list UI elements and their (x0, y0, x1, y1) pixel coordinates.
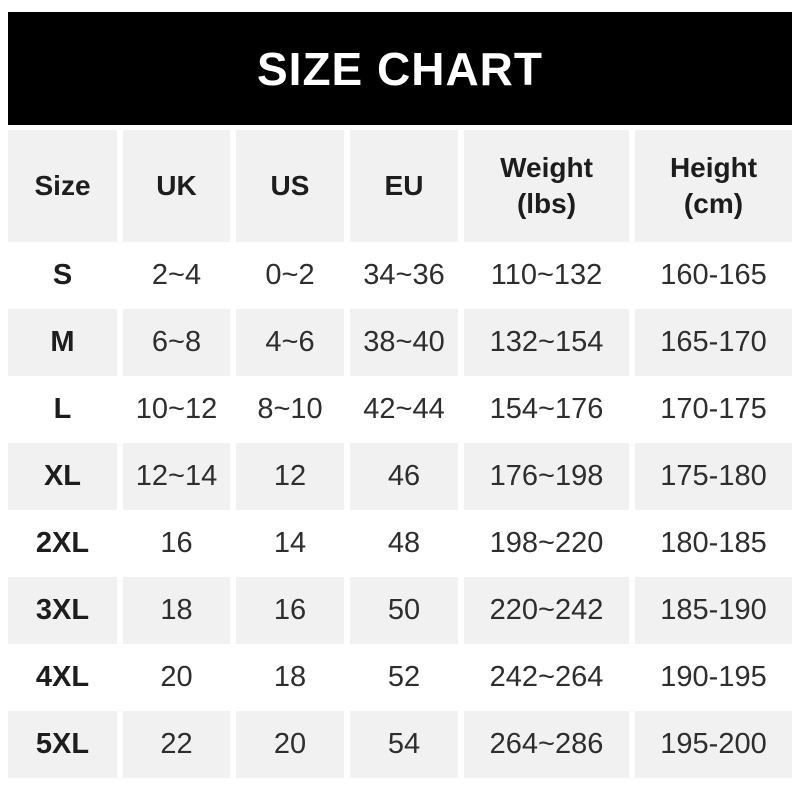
us-cell: 16 (236, 577, 344, 644)
us-cell: 12 (236, 443, 344, 510)
column-header-height: Height (cm) (635, 130, 792, 242)
weight-cell: 220~242 (464, 577, 629, 644)
weight-cell: 198~220 (489, 526, 604, 559)
weight-cell: 132~154 (464, 309, 629, 376)
uk-cell: 2~4 (151, 258, 202, 291)
table-row-2xl: 2XL 16 14 48 198~220 180-185 (8, 510, 792, 577)
eu-cell: 48 (387, 526, 421, 559)
uk-cell: 6~8 (123, 309, 230, 376)
height-cell: 195-200 (635, 711, 792, 778)
uk-cell: 18 (123, 577, 230, 644)
eu-cell: 34~36 (363, 258, 445, 291)
table-header-row: Size UK US EU Weight (lbs) Height (cm) (8, 130, 792, 242)
size-cell: S (52, 258, 73, 291)
eu-cell: 50 (350, 577, 458, 644)
us-cell: 18 (273, 660, 307, 693)
size-cell: XL (8, 443, 117, 510)
height-cell: 170-175 (660, 392, 767, 425)
table-row-m: M 6~8 4~6 38~40 132~154 165-170 (8, 309, 792, 376)
uk-cell: 20 (160, 660, 193, 693)
size-table: Size UK US EU Weight (lbs) Height (cm) S… (8, 130, 792, 778)
height-cell: 190-195 (660, 660, 767, 693)
weight-cell: 242~264 (489, 660, 604, 693)
weight-cell: 110~132 (490, 258, 603, 291)
column-header-uk: UK (123, 130, 230, 242)
height-cell: 175-180 (635, 443, 792, 510)
table-row-5xl: 5XL 22 20 54 264~286 195-200 (8, 711, 792, 778)
uk-cell: 12~14 (123, 443, 230, 510)
column-header-weight: Weight (lbs) (464, 130, 629, 242)
uk-cell: 16 (160, 526, 193, 559)
size-cell: 4XL (35, 660, 90, 693)
table-row-4xl: 4XL 20 18 52 242~264 190-195 (8, 644, 792, 711)
size-cell: 3XL (8, 577, 117, 644)
us-cell: 8~10 (257, 392, 323, 425)
size-cell: 2XL (35, 526, 90, 559)
table-row-3xl: 3XL 18 16 50 220~242 185-190 (8, 577, 792, 644)
weight-cell: 154~176 (489, 392, 604, 425)
table-row-s: S 2~4 0~2 34~36 110~132 160-165 (8, 242, 792, 309)
table-row-xl: XL 12~14 12 46 176~198 175-180 (8, 443, 792, 510)
us-cell: 4~6 (236, 309, 344, 376)
uk-cell: 22 (123, 711, 230, 778)
height-cell: 180-185 (660, 526, 767, 559)
uk-cell: 10~12 (135, 392, 218, 425)
size-cell: L (53, 392, 72, 425)
table-row-l: L 10~12 8~10 42~44 154~176 170-175 (8, 376, 792, 443)
size-cell: M (8, 309, 117, 376)
height-cell: 160-165 (660, 258, 767, 291)
eu-cell: 52 (387, 660, 421, 693)
column-header-size: Size (8, 130, 117, 242)
weight-cell: 264~286 (464, 711, 629, 778)
column-header-us: US (236, 130, 344, 242)
banner: SIZE CHART (8, 12, 792, 125)
eu-cell: 38~40 (350, 309, 458, 376)
eu-cell: 46 (350, 443, 458, 510)
size-cell: 5XL (8, 711, 117, 778)
eu-cell: 42~44 (363, 392, 445, 425)
height-cell: 165-170 (635, 309, 792, 376)
page-title: SIZE CHART (257, 42, 543, 95)
weight-cell: 176~198 (464, 443, 629, 510)
height-cell: 185-190 (635, 577, 792, 644)
us-cell: 20 (236, 711, 344, 778)
eu-cell: 54 (350, 711, 458, 778)
us-cell: 0~2 (265, 258, 315, 291)
column-header-eu: EU (350, 130, 458, 242)
us-cell: 14 (273, 526, 307, 559)
